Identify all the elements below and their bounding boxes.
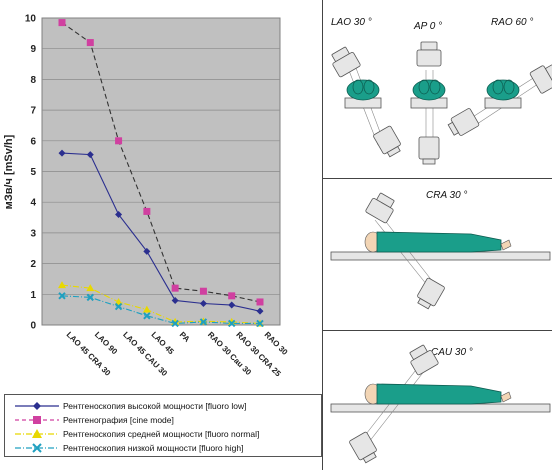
grid-lines	[42, 48, 280, 295]
xray-tube-icon	[416, 41, 442, 67]
series-group	[58, 19, 264, 328]
data-point	[228, 301, 236, 309]
xray-tube-icon	[529, 60, 552, 95]
cra-projection	[330, 190, 551, 312]
data-point	[58, 149, 66, 157]
cau-projection	[330, 342, 551, 466]
data-point	[86, 293, 94, 302]
panel-divider-vertical	[322, 0, 323, 470]
panel-divider-horizontal	[322, 330, 552, 331]
data-point	[58, 19, 66, 27]
data-point	[171, 319, 179, 328]
data-point	[142, 305, 151, 313]
panel-label-rao: RAO 60 °	[491, 17, 533, 28]
y-tick-label: 1	[30, 290, 36, 301]
data-point	[114, 302, 123, 311]
data-point	[199, 318, 208, 326]
data-point	[143, 247, 151, 255]
legend-swatch-diamond	[15, 402, 59, 410]
series-line	[61, 22, 261, 303]
data-point	[171, 296, 179, 304]
series-line	[61, 152, 261, 312]
detector-icon	[348, 431, 381, 466]
y-tick-label: 8	[30, 75, 36, 86]
legend-swatch-x	[15, 443, 59, 453]
legend-item: Рентгенография [cine mode]	[5, 413, 321, 427]
xray-tube-icon	[327, 44, 362, 78]
legend-item: Рентгеноскопия низкой мощности [fluoro h…	[5, 441, 321, 455]
series-4	[58, 292, 264, 328]
data-point	[256, 298, 264, 306]
panel-label-cra: CRA 30 °	[426, 190, 467, 201]
series-line	[61, 295, 260, 325]
x-tick-label: LAO 90	[93, 330, 120, 357]
data-point	[115, 137, 123, 145]
data-point	[228, 319, 236, 328]
chart-legend: Рентгеноскопия высокой мощности [fluoro …	[4, 394, 322, 457]
detector-icon	[413, 277, 446, 312]
rao-projection	[445, 60, 552, 140]
legend-item: Рентгеноскопия средней мощности [fluoro …	[5, 427, 321, 441]
legend-label: Рентгенография [cine mode]	[63, 415, 174, 425]
y-tick-label: 2	[30, 259, 36, 270]
y-axis-ticks: 0 1 2 3 4 5 6 7 8 9 10	[25, 14, 37, 332]
data-point	[171, 284, 179, 292]
x-tick-label: LAO 45	[149, 330, 176, 357]
data-point	[86, 39, 94, 47]
y-tick-label: 7	[30, 106, 36, 117]
legend-swatch-square	[15, 416, 59, 424]
data-point	[199, 287, 207, 295]
y-tick-label: 5	[30, 167, 36, 178]
data-point	[228, 292, 236, 300]
data-point	[256, 319, 264, 328]
series-2	[58, 19, 264, 306]
y-tick-label: 3	[30, 228, 36, 239]
legend-swatch-triangle	[15, 429, 59, 438]
y-tick-label: 6	[30, 136, 36, 147]
x-tick-label: RAO 30	[263, 330, 290, 357]
xray-tube-icon	[364, 190, 399, 224]
panel-label-ap: AP 0 °	[413, 21, 442, 32]
series-line	[61, 284, 261, 325]
panel-label-lao: LAO 30 °	[331, 17, 372, 28]
data-point	[86, 284, 95, 292]
y-tick-label: 10	[25, 14, 37, 25]
projection-illustrations: LAO 30 ° AP 0 ° RAO 60 ° CRA 30 ° CAU 30…	[327, 17, 552, 466]
data-point	[143, 207, 151, 215]
y-tick-label: 4	[30, 198, 36, 209]
data-point	[256, 307, 264, 315]
legend-item: Рентгеноскопия высокой мощности [fluoro …	[5, 399, 321, 413]
panel-label-cau: CAU 30 °	[431, 347, 473, 358]
detector-icon	[418, 136, 440, 165]
data-point	[58, 292, 66, 300]
x-tick-label: PA	[178, 330, 192, 344]
panel-divider-horizontal	[322, 178, 552, 179]
y-tick-label: 9	[30, 44, 36, 55]
data-point	[115, 210, 123, 218]
data-point	[86, 151, 94, 159]
y-axis-label: мЗв/ч [mSv/h]	[3, 134, 15, 209]
data-point	[227, 317, 236, 325]
ap-projection	[410, 41, 448, 165]
lao-projection	[327, 44, 405, 160]
legend-label: Рентгеноскопия низкой мощности [fluoro h…	[63, 443, 244, 453]
detector-icon	[445, 107, 480, 140]
legend-label: Рентгеноскопия высокой мощности [fluoro …	[63, 401, 247, 411]
y-tick-label: 0	[30, 321, 36, 332]
legend-label: Рентгеноскопия средней мощности [fluoro …	[63, 429, 260, 439]
series-1	[58, 149, 264, 315]
data-point	[199, 300, 207, 308]
data-point	[58, 281, 66, 289]
data-point	[143, 312, 151, 320]
detector-icon	[372, 125, 405, 160]
